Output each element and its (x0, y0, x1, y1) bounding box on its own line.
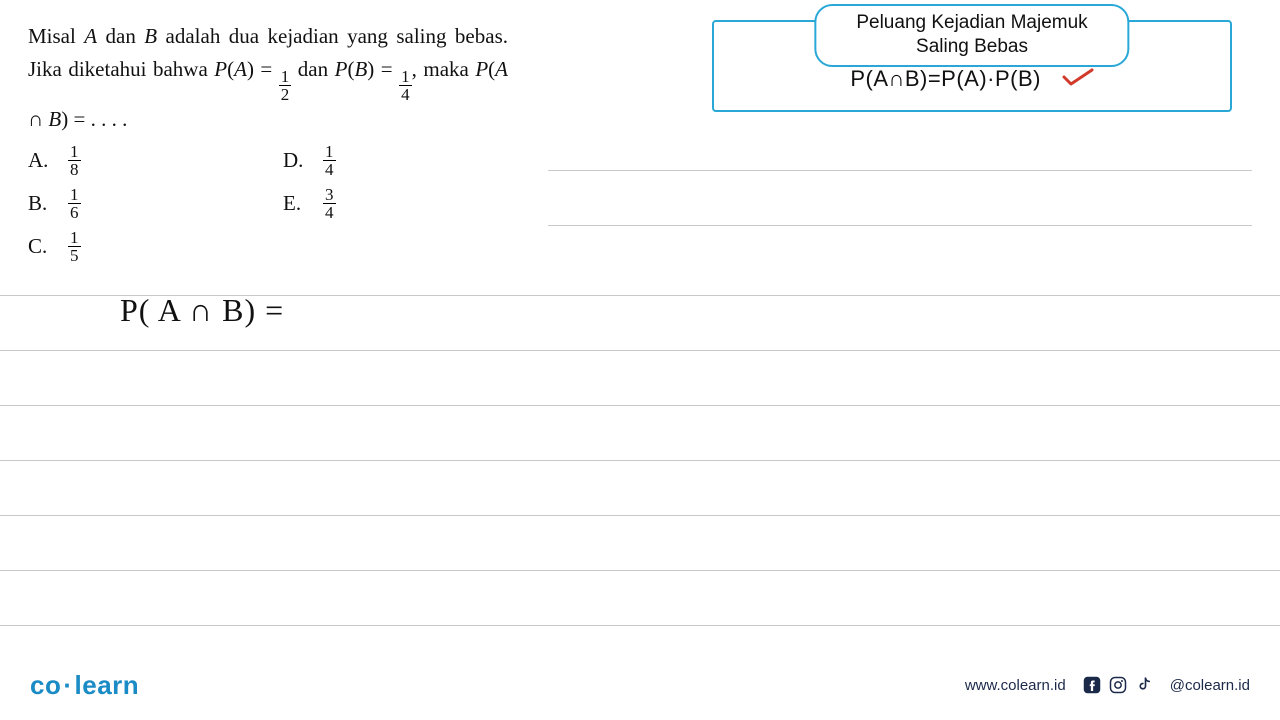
option-E[interactable]: E. 34 (283, 186, 508, 221)
option-D[interactable]: D. 14 (283, 143, 508, 178)
card-title-2: Saling Bebas (916, 36, 1028, 57)
footer-handle[interactable]: @colearn.id (1170, 677, 1250, 694)
option-label: A. (28, 144, 54, 177)
top-row: Misal A dan B adalah dua kejadian yang s… (28, 20, 1252, 264)
frac-pB: 14 (399, 68, 412, 103)
facebook-icon[interactable] (1082, 675, 1102, 695)
formula-card: Peluang Kejadian Majemuk Saling Bebas P(… (712, 20, 1232, 112)
options-grid: A. 18 D. 14 B. 16 E. 34 C. 15 (28, 143, 508, 264)
frac-pA: 12 (279, 68, 292, 103)
checkmark-icon (1062, 68, 1094, 88)
question-text: Misal A dan B adalah dua kejadian yang s… (28, 20, 508, 135)
brand-right: learn (75, 670, 140, 700)
option-frac: 16 (68, 186, 81, 221)
card-outer: Peluang Kejadian Majemuk Saling Bebas P(… (712, 20, 1232, 112)
brand-dot: · (63, 670, 72, 700)
page: Misal A dan B adalah dua kejadian yang s… (0, 0, 1280, 720)
card-formula-row: P(A∩B)=P(A)·P(B) (734, 66, 1210, 92)
footer-url[interactable]: www.colearn.id (965, 677, 1066, 694)
social-icons (1082, 675, 1154, 695)
option-frac: 18 (68, 143, 81, 178)
option-label: E. (283, 187, 309, 220)
brand-left: co (30, 670, 61, 700)
option-C[interactable]: C. 15 (28, 229, 253, 264)
option-label: D. (283, 144, 309, 177)
option-A[interactable]: A. 18 (28, 143, 253, 178)
brand-logo: co·learn (30, 670, 139, 701)
option-label: C. (28, 230, 54, 263)
card-title-1: Peluang Kejadian Majemuk (856, 12, 1087, 33)
instagram-icon[interactable] (1108, 675, 1128, 695)
q-line2: dan P(B) = (298, 57, 399, 81)
footer: co·learn www.colearn.id @colearn.id (0, 660, 1280, 720)
tiktok-icon[interactable] (1134, 675, 1154, 695)
option-frac: 15 (68, 229, 81, 264)
question-block: Misal A dan B adalah dua kejadian yang s… (28, 20, 508, 264)
handwriting: P( A ∩ B) = (120, 292, 284, 329)
option-frac: 34 (323, 186, 336, 221)
option-label: B. (28, 187, 54, 220)
footer-right: www.colearn.id @colearn.id (965, 675, 1250, 695)
card-formula: P(A∩B)=P(A)·P(B) (850, 66, 1041, 91)
option-frac: 14 (323, 143, 336, 178)
card-tab: Peluang Kejadian Majemuk Saling Bebas (814, 4, 1129, 67)
option-B[interactable]: B. 16 (28, 186, 253, 221)
